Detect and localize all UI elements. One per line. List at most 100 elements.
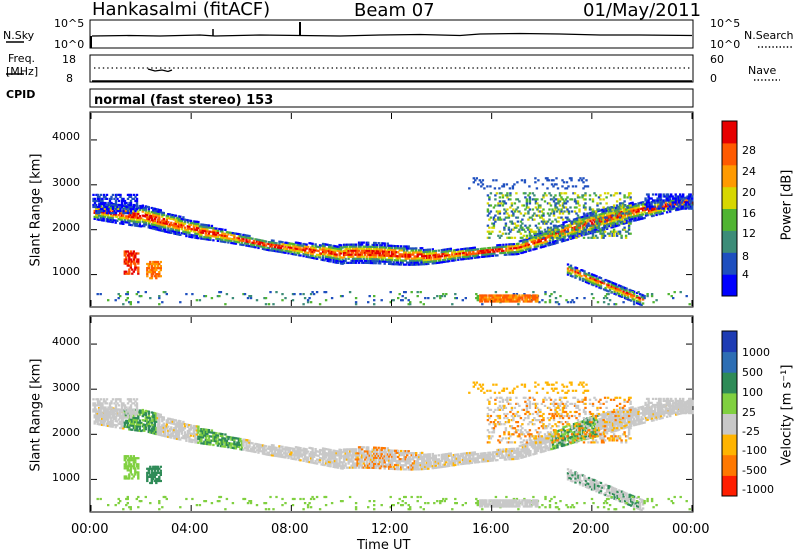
echo-cell [542,218,545,221]
echo-cell [565,238,568,242]
echo-cell [563,192,566,195]
echo-cell [573,192,577,195]
echo-cell [523,243,526,246]
echo-cell [146,271,149,274]
echo-cell [171,230,174,233]
echo-cell [153,432,156,435]
echo-cell [141,425,144,428]
echo-cell [134,419,137,422]
echo-cell [527,249,531,252]
echo-cell [170,217,173,220]
echo-cell [544,241,547,244]
echo-cell [144,215,147,218]
echo-cell [149,262,152,266]
echo-cell [197,227,200,230]
echo-cell [110,220,113,223]
echo-cell [574,230,577,233]
echo-cell [527,218,530,221]
echo-cell [489,300,493,303]
echo-cell [354,247,358,250]
echo-cell [155,273,158,276]
echo-cell [551,220,554,223]
echo-cell [641,302,645,305]
echo-cell [598,219,601,222]
echo-cell [525,296,529,299]
echo-cell [580,232,583,235]
echo-cell [327,244,331,247]
echo-cell [351,249,355,252]
echo-cell [248,245,251,248]
echo-cell [144,205,147,208]
echo-cell [514,253,517,256]
echo-cell [303,245,307,248]
echo-cell [497,202,500,205]
echo-cell [302,303,305,306]
echo-cell [371,255,374,259]
echo-cell [434,257,437,261]
echo-cell [613,290,616,293]
echo-cell [497,234,500,237]
echo-cell [645,201,649,204]
echo-cell [517,303,520,306]
echo-cell [433,297,436,300]
echo-cell [285,247,289,251]
echo-cell [365,261,368,264]
echo-cell [177,425,180,429]
echo-cell [460,248,463,251]
echo-cell [617,211,621,215]
echo-cell [506,251,510,254]
echo-cell [347,255,350,258]
echo-cell [128,414,131,417]
echo-cell [667,197,670,200]
echo-cell [195,299,199,302]
echo-cell [452,251,455,254]
echo-cell [637,218,640,221]
echo-cell [486,298,490,301]
echo-cell [254,246,257,249]
echo-cell [122,197,125,200]
echo-cell [614,208,618,211]
echo-cell [131,418,134,421]
echo-cell [623,214,627,217]
echo-cell [626,230,629,233]
echo-cell [377,260,380,263]
echo-cell [578,196,581,199]
echo-cell [149,226,152,229]
echo-cell [362,257,365,260]
echo-cell [558,210,562,213]
echo-cell [555,202,559,205]
echo-cell [451,257,454,260]
echo-cell [607,225,610,228]
echo-cell [515,216,518,219]
echo-cell [191,228,194,231]
echo-cell [529,239,532,242]
echo-cell [198,429,202,432]
echo-cell [521,241,525,244]
echo-cell [563,236,566,239]
echo-cell [104,420,107,423]
echo-cell [491,226,494,229]
echo-cell [625,217,628,220]
echo-cell [479,296,482,299]
echo-cell [180,232,183,235]
echo-cell [182,218,185,221]
echo-cell [446,254,449,257]
echo-cell [510,298,514,301]
echo-cell [564,192,568,195]
echo-cell [197,429,200,432]
echo-cell [627,216,631,219]
echo-cell [107,424,110,427]
echo-cell [582,206,586,209]
echo-cell [512,253,516,256]
echo-cell [398,263,401,266]
echo-cell [179,426,182,429]
echo-cell [174,431,177,434]
echo-cell [507,214,511,217]
echo-cell [186,435,190,439]
echo-cell [562,233,565,236]
echo-cell [535,243,538,246]
echo-cell [318,254,322,257]
echo-cell [657,195,661,198]
echo-cell [449,247,452,250]
echo-cell [374,258,377,261]
